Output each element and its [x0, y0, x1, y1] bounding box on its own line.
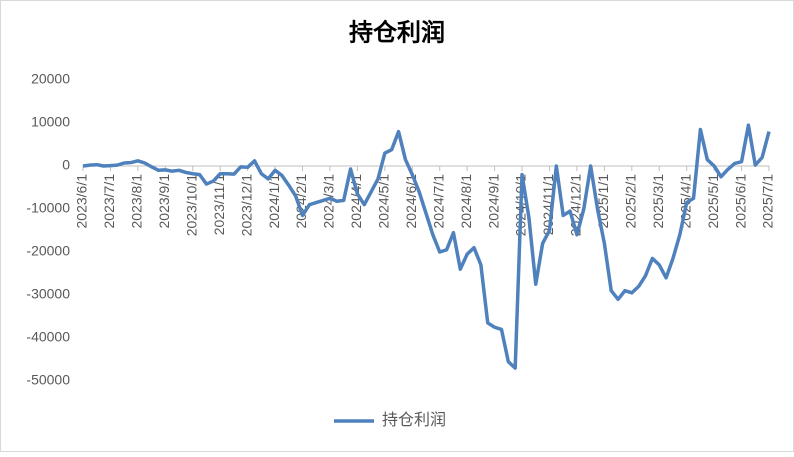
y-tick-label: -50000 [26, 372, 70, 388]
y-tick-label: 10000 [31, 114, 70, 130]
x-tick-label: 2024/8/1 [458, 174, 474, 229]
x-tick-label: 2024/6/1 [403, 174, 419, 229]
x-tick-label: 2024/9/1 [485, 174, 501, 229]
y-tick-label: -30000 [26, 286, 70, 302]
x-tick-label: 2025/4/1 [677, 174, 693, 229]
y-tick-label: -20000 [26, 243, 70, 259]
y-tick-label: 20000 [31, 71, 70, 87]
x-tick-label: 2023/8/1 [129, 174, 145, 229]
x-tick-label: 2025/5/1 [705, 174, 721, 229]
x-tick-label: 2024/2/1 [293, 174, 309, 229]
y-tick-label: -40000 [26, 329, 70, 345]
x-tick-label: 2025/2/1 [623, 174, 639, 229]
x-tick-label: 2023/9/1 [156, 174, 172, 229]
y-tick-label: -10000 [26, 200, 70, 216]
x-tick-label: 2025/3/1 [650, 174, 666, 229]
x-tick-label: 2024/4/1 [348, 174, 364, 229]
y-tick-label: 0 [62, 157, 70, 173]
legend-label: 持仓利润 [382, 411, 446, 429]
x-tick-label: 2023/10/1 [183, 174, 199, 236]
x-tick-label: 2024/7/1 [430, 174, 446, 229]
x-tick-label: 2023/12/1 [238, 174, 254, 236]
x-tick-label: 2023/7/1 [101, 174, 117, 229]
x-tick-label: 2023/11/1 [211, 174, 227, 235]
x-tick-label: 2024/5/1 [376, 174, 392, 229]
line-series [82, 123, 771, 370]
x-tick-label: 2025/7/1 [760, 174, 776, 229]
x-tick-label: 2025/6/1 [732, 174, 748, 229]
x-tick-label: 2024/3/1 [321, 174, 337, 229]
x-tick-label: 2024/1/1 [266, 174, 282, 229]
x-tick-label: 2023/6/1 [74, 174, 90, 229]
chart-title: 持仓利润 [349, 18, 445, 46]
